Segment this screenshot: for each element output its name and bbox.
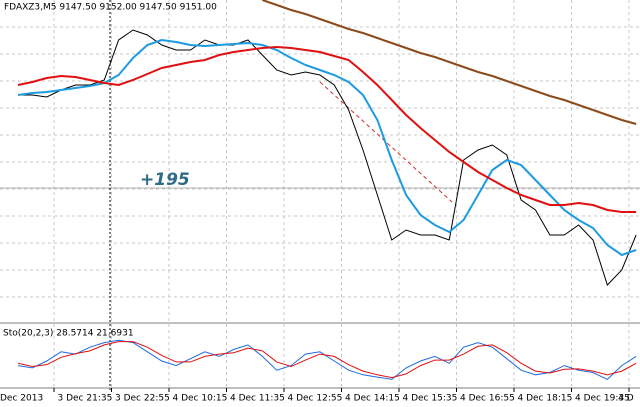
series-line: [17, 45, 637, 213]
x-tick-label: 4 D: [618, 394, 634, 404]
indicator-title: Sto(20,2,3) 28.5714 21.6931: [3, 329, 134, 339]
annotation: +195: [140, 170, 190, 190]
x-tick-label: 4 Dec 16:55: [460, 394, 515, 404]
x-tick-label: 4 Dec 14:15: [345, 394, 400, 404]
series-line: [17, 341, 637, 379]
x-tick-label: 4 Dec 18:15: [518, 394, 573, 404]
series-line: [262, 0, 637, 125]
grid: [0, 0, 640, 388]
x-tick-label: 3 Dec 21:35: [58, 394, 113, 404]
chart-title: FDAXZ3,M5 9147.50 9152.00 9147.50 9151.0…: [4, 3, 217, 13]
series-line: [18, 29, 637, 286]
x-tick-label: 4 Dec 10:15: [173, 394, 228, 404]
x-tick-label: 4 Dec 11:35: [230, 394, 285, 404]
x-tick-label: 3 Dec 22:55: [115, 394, 170, 404]
series-line: [17, 38, 637, 257]
series-line: [17, 339, 637, 381]
x-tick-label: 4 Dec 19:35: [575, 394, 630, 404]
trend-line: [319, 81, 453, 203]
x-tick-label: 4 Dec 12:55: [288, 394, 343, 404]
x-tick-label: Dec 2013: [0, 394, 43, 404]
x-tick-label: 4 Dec 15:35: [403, 394, 458, 404]
